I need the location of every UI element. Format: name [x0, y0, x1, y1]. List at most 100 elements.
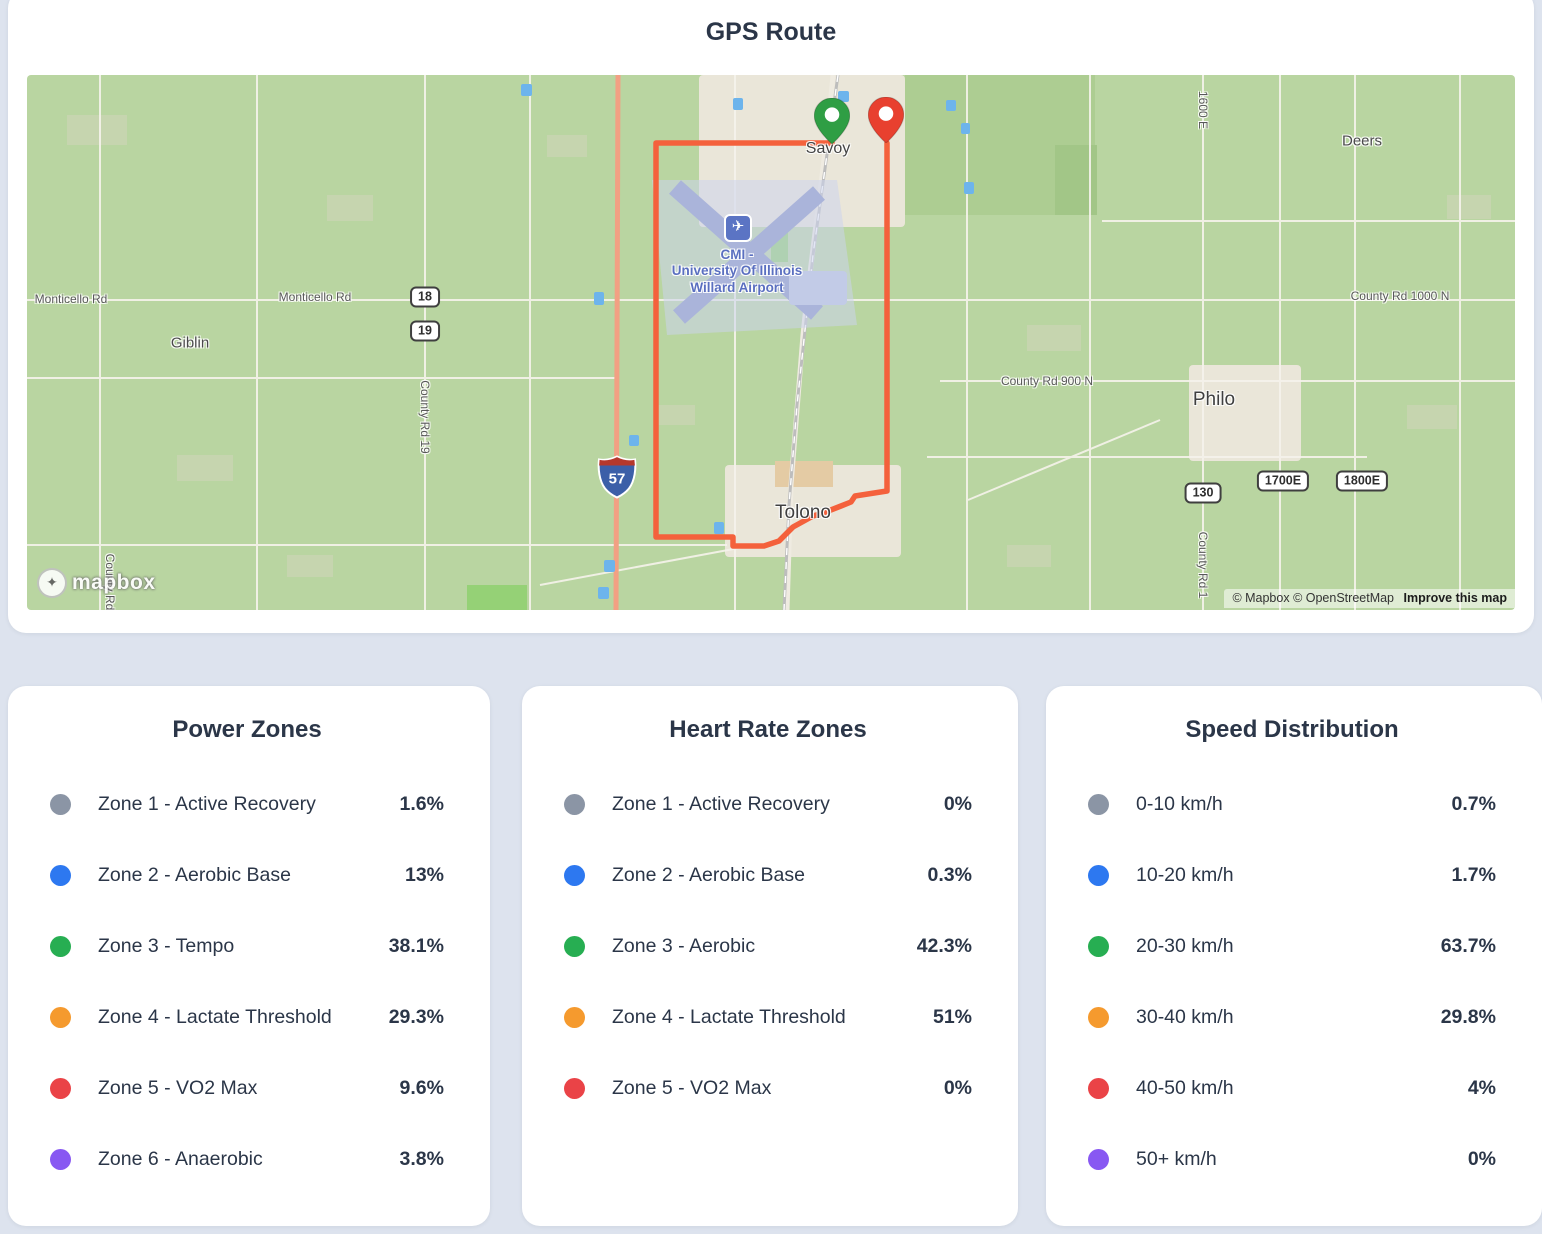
zone-row: Zone 6 - Anaerobic 3.8%	[50, 1133, 444, 1186]
zone-label: 20-30 km/h	[1136, 935, 1234, 957]
zone-row: Zone 2 - Aerobic Base 13%	[50, 849, 444, 902]
zone-color-dot	[564, 936, 585, 957]
speed-distribution-card: Speed Distribution 0-10 km/h 0.7% 10-20 …	[1046, 686, 1542, 1226]
gps-route-map[interactable]: Savoy Tolono Philo Deers Giblin Monticel…	[27, 75, 1515, 610]
town-label-giblin: Giblin	[170, 334, 210, 352]
mapbox-logo[interactable]: ✦ mapbox	[37, 568, 156, 598]
zone-color-dot	[564, 865, 585, 886]
road-label-county-1000n: County Rd 1000 N	[1350, 289, 1450, 303]
water-features	[521, 84, 974, 599]
town-label-savoy: Savoy	[805, 140, 851, 157]
road-label-1600e: 1600 E	[1196, 90, 1210, 130]
zone-row: Zone 2 - Aerobic Base 0.3%	[564, 849, 972, 902]
route-end-marker	[867, 96, 905, 144]
route-shield-130: 130	[1184, 482, 1222, 504]
zone-label: Zone 3 - Aerobic	[612, 935, 756, 957]
road-label-county-900n: County Rd 900 N	[1000, 374, 1094, 388]
airport-label-line2: University Of Illinois	[671, 263, 803, 278]
grid-roads	[27, 75, 1515, 610]
zone-label: Zone 4 - Lactate Threshold	[612, 1006, 846, 1028]
zone-value: 4%	[1467, 1077, 1496, 1099]
zone-color-dot	[564, 794, 585, 815]
zone-label: Zone 1 - Active Recovery	[612, 793, 830, 815]
airport-label-line1: CMI -	[720, 247, 754, 262]
zone-color-dot	[50, 1078, 71, 1099]
zone-color-dot	[50, 1007, 71, 1028]
zone-color-dot	[50, 865, 71, 886]
zone-label: Zone 1 - Active Recovery	[98, 793, 316, 815]
zone-row: Zone 3 - Tempo 38.1%	[50, 920, 444, 973]
zone-value: 1.6%	[399, 793, 444, 815]
zone-row: 10-20 km/h 1.7%	[1088, 849, 1496, 902]
zone-value: 13%	[404, 864, 444, 886]
map-canvas	[27, 75, 1515, 610]
road-label-monticello-e: Monticello Rd	[278, 290, 352, 304]
interstate-57-number: 57	[609, 471, 626, 488]
zone-row: Zone 3 - Aerobic 42.3%	[564, 920, 972, 973]
attribution-mapbox: © Mapbox	[1232, 591, 1290, 605]
zone-row: Zone 4 - Lactate Threshold 29.3%	[50, 991, 444, 1044]
mapbox-logo-icon: ✦	[37, 568, 67, 598]
zone-color-dot	[1088, 1078, 1109, 1099]
airport-area	[652, 180, 857, 335]
zone-value: 0%	[1467, 1148, 1496, 1170]
airport-icon: ✈	[724, 214, 752, 242]
zone-value: 63.7%	[1440, 935, 1496, 957]
power-zones-list: Zone 1 - Active Recovery 1.6% Zone 2 - A…	[50, 778, 444, 1186]
zone-label: Zone 5 - VO2 Max	[612, 1077, 772, 1099]
speed-distribution-list: 0-10 km/h 0.7% 10-20 km/h 1.7% 20-30 km/…	[1088, 778, 1496, 1186]
heart-rate-zones-title: Heart Rate Zones	[669, 716, 867, 743]
field-patches	[67, 115, 1491, 577]
heart-rate-zones-list: Zone 1 - Active Recovery 0% Zone 2 - Aer…	[564, 778, 972, 1115]
zone-row: Zone 4 - Lactate Threshold 51%	[564, 991, 972, 1044]
zone-label: 0-10 km/h	[1136, 793, 1223, 815]
zone-cards-row: Power Zones Zone 1 - Active Recovery 1.6…	[0, 686, 1542, 1226]
zone-value: 29.8%	[1440, 1006, 1496, 1028]
zone-color-dot	[564, 1078, 585, 1099]
airport-label-line3: Willard Airport	[690, 280, 784, 295]
zone-value: 3.8%	[399, 1148, 444, 1170]
page-title: GPS Route	[705, 18, 837, 46]
zone-value: 38.1%	[388, 935, 444, 957]
zone-label: Zone 4 - Lactate Threshold	[98, 1006, 332, 1028]
zone-value: 0%	[943, 793, 972, 815]
zone-value: 0.7%	[1451, 793, 1496, 815]
zone-value: 0%	[943, 1077, 972, 1099]
zone-label: Zone 2 - Aerobic Base	[612, 864, 805, 886]
zone-color-dot	[564, 1007, 585, 1028]
interstate-57-shield: 57	[597, 455, 637, 504]
town-label-philo: Philo	[1192, 389, 1236, 410]
zone-row: Zone 1 - Active Recovery 0%	[564, 778, 972, 831]
urban-areas	[699, 75, 1301, 557]
zone-color-dot	[50, 936, 71, 957]
speed-distribution-title: Speed Distribution	[1185, 716, 1399, 743]
interstate-57-road	[613, 75, 621, 610]
zone-row: 30-40 km/h 29.8%	[1088, 991, 1496, 1044]
zone-value: 42.3%	[916, 935, 972, 957]
route-start-marker	[813, 97, 851, 145]
town-label-tolono: Tolono	[775, 502, 831, 523]
heart-rate-zones-card: Heart Rate Zones Zone 1 - Active Recover…	[522, 686, 1018, 1226]
zone-label: Zone 6 - Anaerobic	[98, 1148, 263, 1170]
route-shield-19: 19	[410, 320, 440, 342]
zone-row: Zone 5 - VO2 Max 0%	[564, 1062, 972, 1115]
zone-label: 50+ km/h	[1136, 1148, 1217, 1170]
zone-value: 0.3%	[927, 864, 972, 886]
power-zones-card: Power Zones Zone 1 - Active Recovery 1.6…	[8, 686, 490, 1226]
zone-color-dot	[50, 1149, 71, 1170]
zone-row: 50+ km/h 0%	[1088, 1133, 1496, 1186]
improve-this-map-link[interactable]: Improve this map	[1403, 591, 1508, 605]
route-shield-18: 18	[410, 286, 440, 308]
town-label-deers: Deers	[1341, 132, 1383, 150]
zone-row: Zone 5 - VO2 Max 9.6%	[50, 1062, 444, 1115]
zone-color-dot	[50, 794, 71, 815]
zone-color-dot	[1088, 1149, 1109, 1170]
zone-color-dot	[1088, 1007, 1109, 1028]
zone-color-dot	[1088, 936, 1109, 957]
zone-value: 29.3%	[388, 1006, 444, 1028]
zone-row: 20-30 km/h 63.7%	[1088, 920, 1496, 973]
gps-route-line	[653, 140, 890, 549]
zone-label: 10-20 km/h	[1136, 864, 1234, 886]
road-label-county-rd-130: County Rd 1	[1196, 531, 1210, 599]
